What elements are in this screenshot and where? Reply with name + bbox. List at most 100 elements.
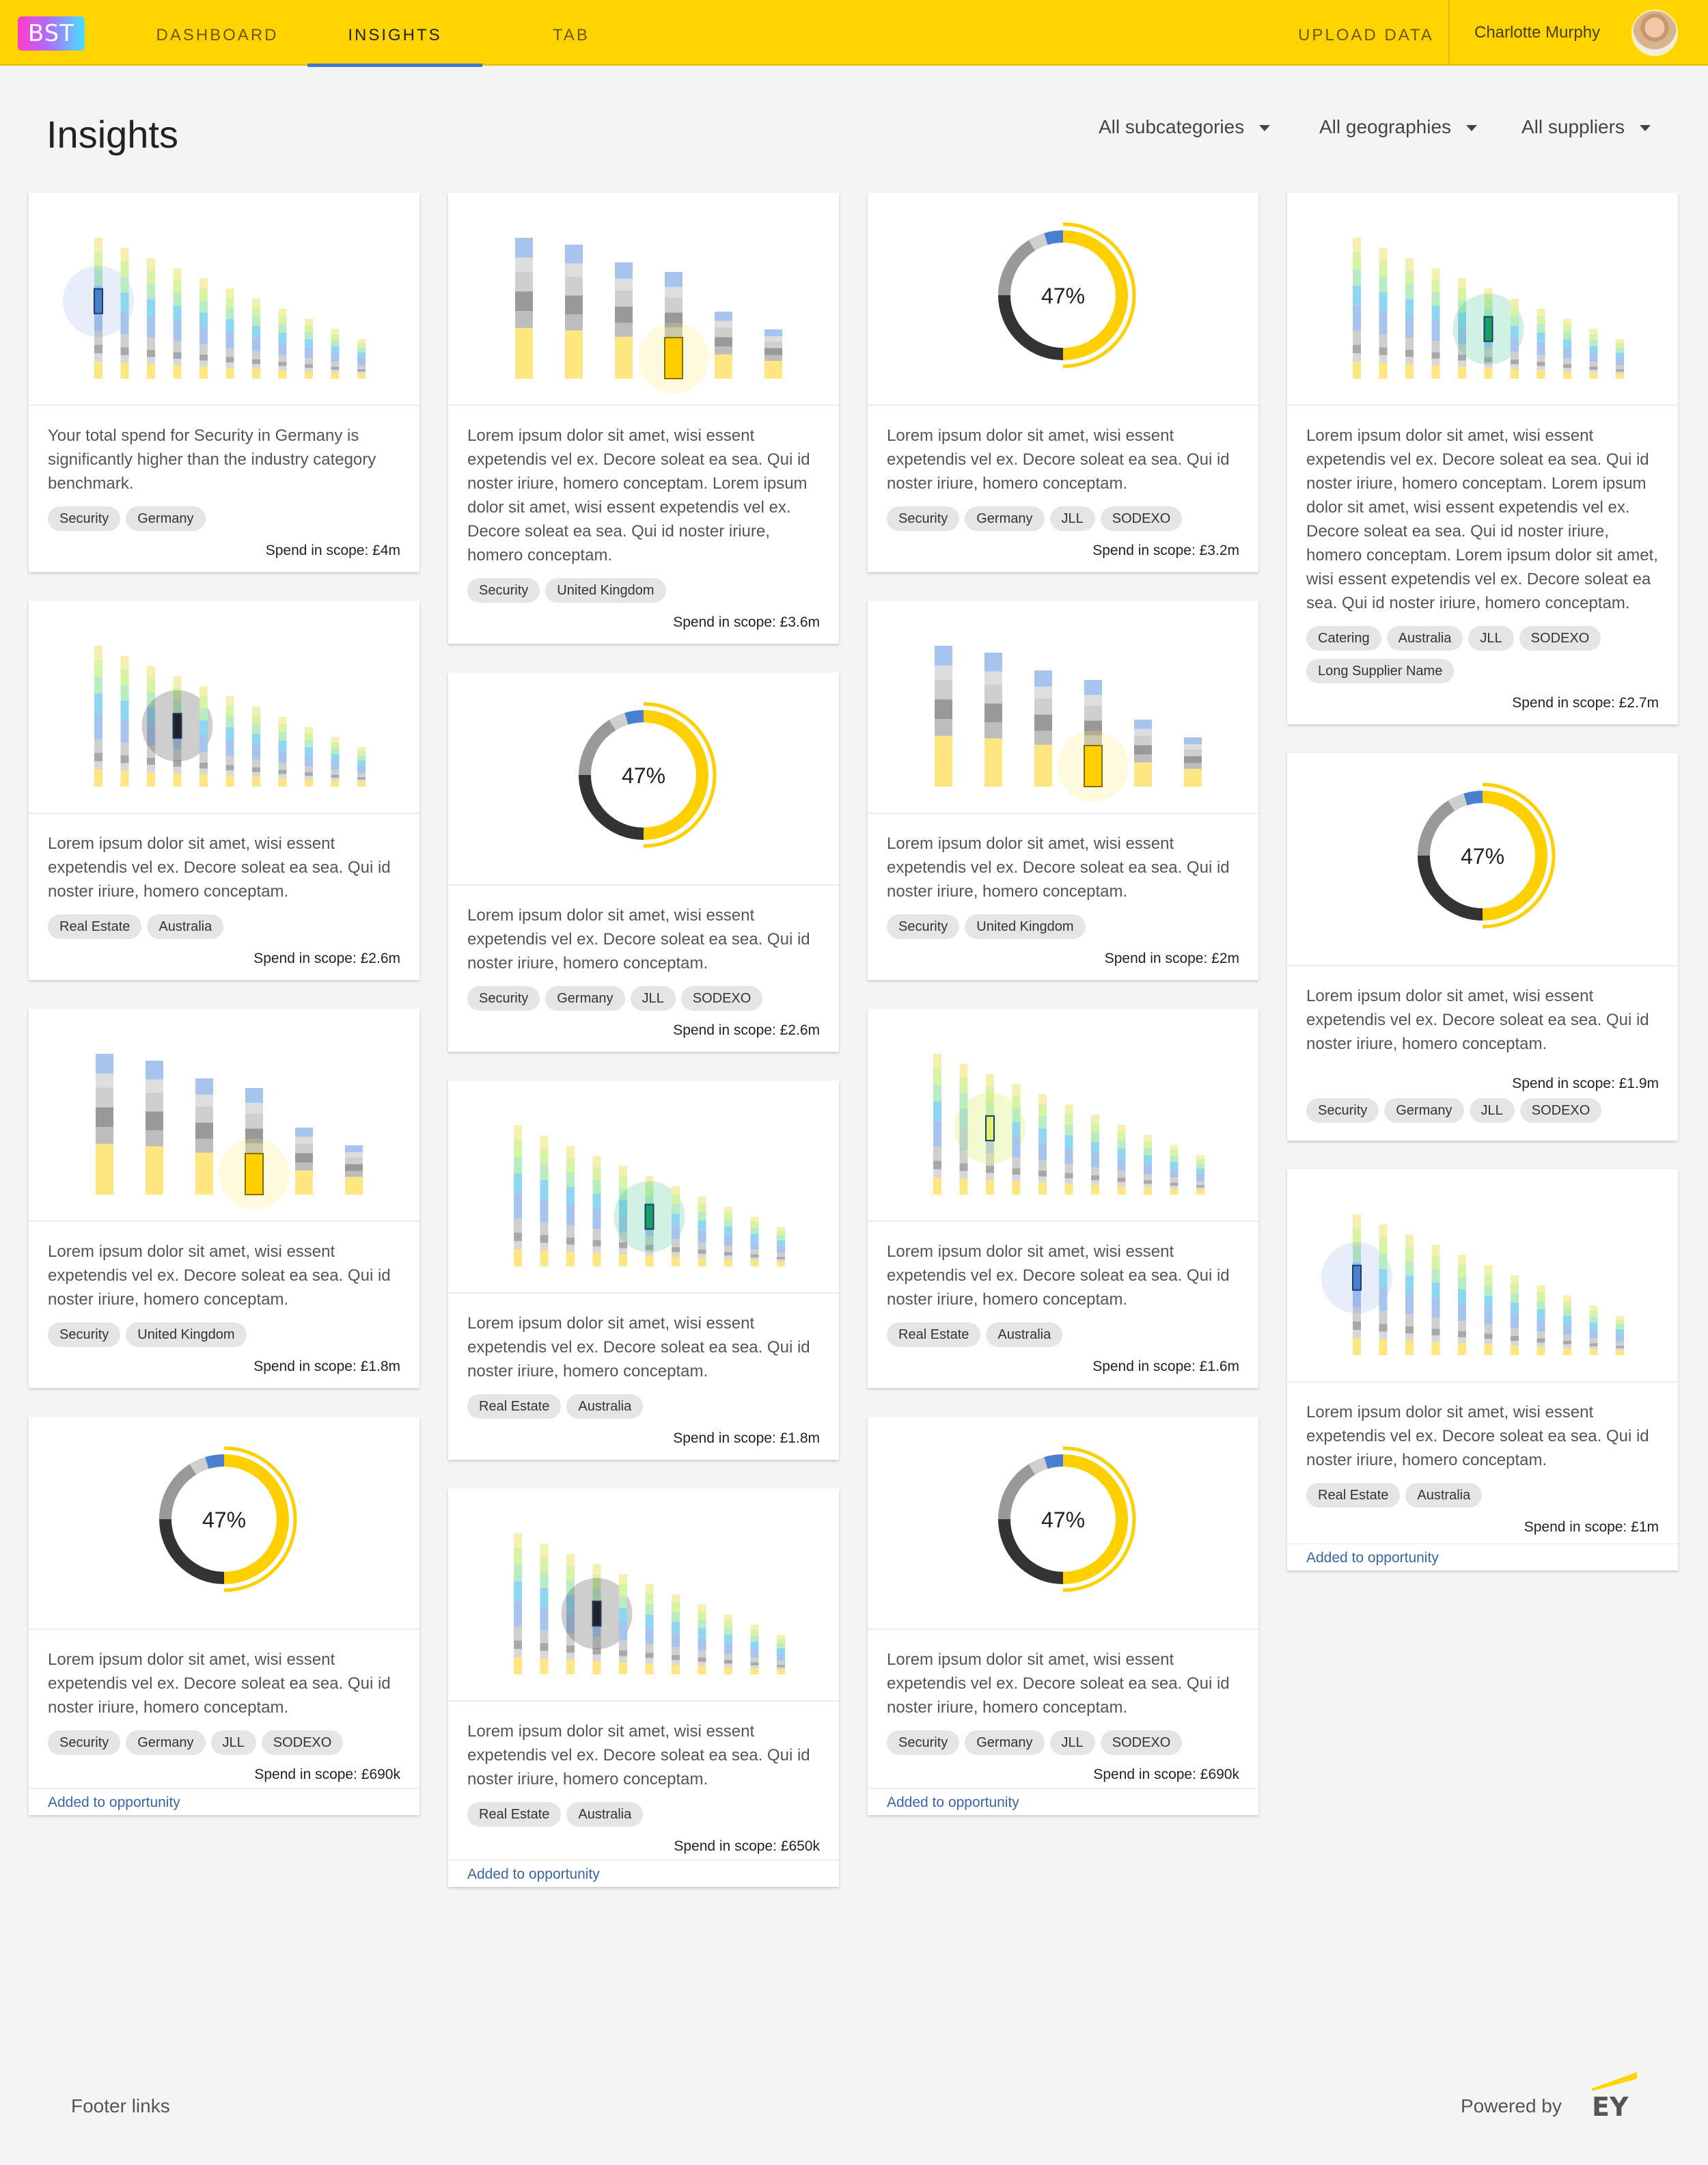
tag-chip[interactable]: Germany bbox=[965, 506, 1045, 531]
insight-card[interactable]: Lorem ipsum dolor sit amet, wisi essent … bbox=[448, 193, 839, 644]
insight-card[interactable]: Lorem ipsum dolor sit amet, wisi essent … bbox=[1287, 193, 1678, 724]
tag-chip[interactable]: Real Estate bbox=[48, 914, 142, 939]
tag-chip[interactable]: Australia bbox=[1386, 626, 1463, 651]
bar-segment bbox=[566, 1158, 575, 1173]
tag-chip[interactable]: Security bbox=[887, 1730, 960, 1755]
tag-chip[interactable]: JLL bbox=[1049, 1730, 1095, 1755]
insight-card[interactable]: Lorem ipsum dolor sit amet, wisi essent … bbox=[29, 601, 419, 980]
upload-data-button[interactable]: UPLOAD DATA bbox=[1298, 26, 1434, 44]
insight-card[interactable]: 47% Lorem ipsum dolor sit amet, wisi esse… bbox=[29, 1417, 419, 1815]
tag-list: Security Germany bbox=[48, 506, 400, 539]
bar-segment bbox=[278, 750, 287, 763]
insight-card[interactable]: Lorem ipsum dolor sit amet, wisi essent … bbox=[868, 1009, 1258, 1388]
tag-chip[interactable]: Germany bbox=[126, 1730, 206, 1755]
user-name[interactable]: Charlotte Murphy bbox=[1474, 23, 1601, 42]
bar-segment bbox=[540, 1556, 549, 1572]
tag-chip[interactable]: Security bbox=[1306, 1098, 1379, 1123]
tag-chip[interactable]: Security bbox=[48, 506, 121, 531]
tag-chip[interactable]: Real Estate bbox=[467, 1802, 562, 1827]
tag-chip[interactable]: Australia bbox=[566, 1394, 644, 1419]
added-to-opportunity-link[interactable]: Added to opportunity bbox=[448, 1860, 839, 1887]
bar-segment bbox=[565, 263, 583, 277]
tag-chip[interactable]: JLL bbox=[1049, 506, 1095, 531]
bar-segment bbox=[619, 1188, 627, 1201]
footer-links[interactable]: Footer links bbox=[71, 2095, 170, 2116]
bar-segment bbox=[1012, 1157, 1021, 1169]
tag-chip[interactable]: Security bbox=[48, 1730, 121, 1755]
insight-card[interactable]: Lorem ipsum dolor sit amet, wisi essent … bbox=[448, 1080, 839, 1460]
tag-chip[interactable]: Germany bbox=[545, 986, 625, 1011]
tag-chip[interactable]: Security bbox=[887, 506, 960, 531]
tag-chip[interactable]: SODEXO bbox=[1519, 1098, 1602, 1123]
insight-card[interactable]: 47% Lorem ipsum dolor sit amet, wisi esse… bbox=[868, 1417, 1258, 1815]
bar-segment bbox=[1117, 1171, 1126, 1178]
tag-chip[interactable]: Real Estate bbox=[467, 1394, 562, 1419]
tag-chip[interactable]: Germany bbox=[1384, 1098, 1464, 1123]
supplier-filter[interactable]: All suppliers bbox=[1521, 116, 1651, 138]
insight-card[interactable]: Your total spend for Security in Germany… bbox=[29, 193, 419, 572]
tag-chip[interactable]: JLL bbox=[1468, 626, 1514, 651]
bar-segment bbox=[540, 1148, 549, 1165]
added-to-opportunity-link[interactable]: Added to opportunity bbox=[29, 1788, 419, 1815]
tag-chip[interactable]: United Kingdom bbox=[545, 578, 666, 603]
bar-segment bbox=[120, 763, 129, 772]
tag-chip[interactable]: Security bbox=[48, 1322, 121, 1347]
bar-segment bbox=[1589, 372, 1598, 379]
tag-chip[interactable]: SODEXO bbox=[261, 1730, 344, 1755]
tag-chip[interactable]: Australia bbox=[986, 1322, 1063, 1347]
tab-insights[interactable]: INSIGHTS bbox=[307, 0, 482, 67]
bar-segment bbox=[698, 1196, 706, 1204]
tag-chip[interactable]: Security bbox=[467, 986, 540, 1011]
tag-chip[interactable]: Germany bbox=[126, 506, 206, 531]
bar-segment bbox=[305, 766, 313, 773]
tag-chip[interactable]: Australia bbox=[147, 914, 224, 939]
ey-logo: EY bbox=[1592, 2072, 1637, 2119]
tab-tab[interactable]: TAB bbox=[553, 26, 590, 44]
bar-segment bbox=[225, 288, 234, 298]
tag-chip[interactable]: JLL bbox=[210, 1730, 256, 1755]
tag-chip[interactable]: Real Estate bbox=[887, 1322, 981, 1347]
tag-chip[interactable]: JLL bbox=[1469, 1098, 1515, 1123]
tag-chip[interactable]: United Kingdom bbox=[126, 1322, 247, 1347]
tag-list: Real Estate Australia bbox=[48, 914, 400, 947]
subcategory-filter[interactable]: All subcategories bbox=[1099, 116, 1271, 138]
insight-card[interactable]: 47% Lorem ipsum dolor sit amet, wisi esse… bbox=[448, 672, 839, 1052]
avatar[interactable] bbox=[1631, 10, 1678, 56]
tag-chip[interactable]: SODEXO bbox=[1100, 506, 1183, 531]
tag-chip[interactable]: Long Supplier Name bbox=[1306, 659, 1455, 683]
insight-card[interactable]: Lorem ipsum dolor sit amet, wisi essent … bbox=[868, 601, 1258, 980]
tag-chip[interactable]: Security bbox=[887, 914, 960, 939]
tag-chip[interactable]: Security bbox=[467, 578, 540, 603]
tag-chip[interactable]: Real Estate bbox=[1306, 1483, 1401, 1508]
tag-chip[interactable]: JLL bbox=[630, 986, 676, 1011]
bar-segment bbox=[619, 1175, 627, 1188]
added-to-opportunity-link[interactable]: Added to opportunity bbox=[868, 1788, 1258, 1815]
bar-segment bbox=[672, 1213, 680, 1225]
insight-card[interactable]: Lorem ipsum dolor sit amet, wisi essent … bbox=[29, 1009, 419, 1388]
bar-segment bbox=[173, 268, 182, 280]
bst-logo[interactable]: BST bbox=[18, 16, 85, 51]
bar-segment bbox=[698, 1604, 706, 1612]
tag-chip[interactable]: Australia bbox=[1405, 1483, 1483, 1508]
added-to-opportunity-link[interactable]: Added to opportunity bbox=[1287, 1543, 1678, 1570]
tag-chip[interactable]: Germany bbox=[965, 1730, 1045, 1755]
tag-chip[interactable]: Catering bbox=[1306, 626, 1381, 651]
insight-card[interactable]: Lorem ipsum dolor sit amet, wisi essent … bbox=[448, 1488, 839, 1887]
geography-filter[interactable]: All geographies bbox=[1319, 116, 1478, 138]
tag-chip[interactable]: United Kingdom bbox=[965, 914, 1086, 939]
bar-segment bbox=[245, 1102, 263, 1114]
tab-dashboard[interactable]: DASHBOARD bbox=[156, 26, 279, 44]
bar-segment bbox=[225, 368, 234, 379]
donut-segment bbox=[579, 720, 616, 776]
tag-chip[interactable]: Australia bbox=[566, 1802, 644, 1827]
tag-chip[interactable]: SODEXO bbox=[680, 986, 763, 1011]
bar-segment bbox=[1484, 1308, 1493, 1325]
insight-card[interactable]: Lorem ipsum dolor sit amet, wisi essent … bbox=[1287, 1169, 1678, 1570]
insight-card[interactable]: 47% Lorem ipsum dolor sit amet, wisi esse… bbox=[1287, 753, 1678, 1141]
bar-segment bbox=[357, 352, 366, 359]
bar-segment bbox=[1379, 310, 1388, 335]
bar-segment bbox=[225, 696, 234, 706]
insight-card[interactable]: 47% Lorem ipsum dolor sit amet, wisi esse… bbox=[868, 193, 1258, 572]
tag-chip[interactable]: SODEXO bbox=[1519, 626, 1601, 651]
tag-chip[interactable]: SODEXO bbox=[1100, 1730, 1183, 1755]
